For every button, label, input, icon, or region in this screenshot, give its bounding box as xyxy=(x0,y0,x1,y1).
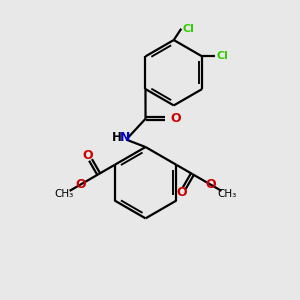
Text: O: O xyxy=(83,149,94,162)
Text: CH₃: CH₃ xyxy=(55,189,74,199)
Text: H: H xyxy=(112,131,122,144)
Text: O: O xyxy=(75,178,86,191)
Text: O: O xyxy=(176,186,187,199)
Text: N: N xyxy=(119,131,130,144)
Text: CH₃: CH₃ xyxy=(217,189,236,199)
Text: O: O xyxy=(170,112,181,125)
Text: O: O xyxy=(206,178,216,191)
Text: Cl: Cl xyxy=(183,24,195,34)
Text: Cl: Cl xyxy=(217,51,229,62)
